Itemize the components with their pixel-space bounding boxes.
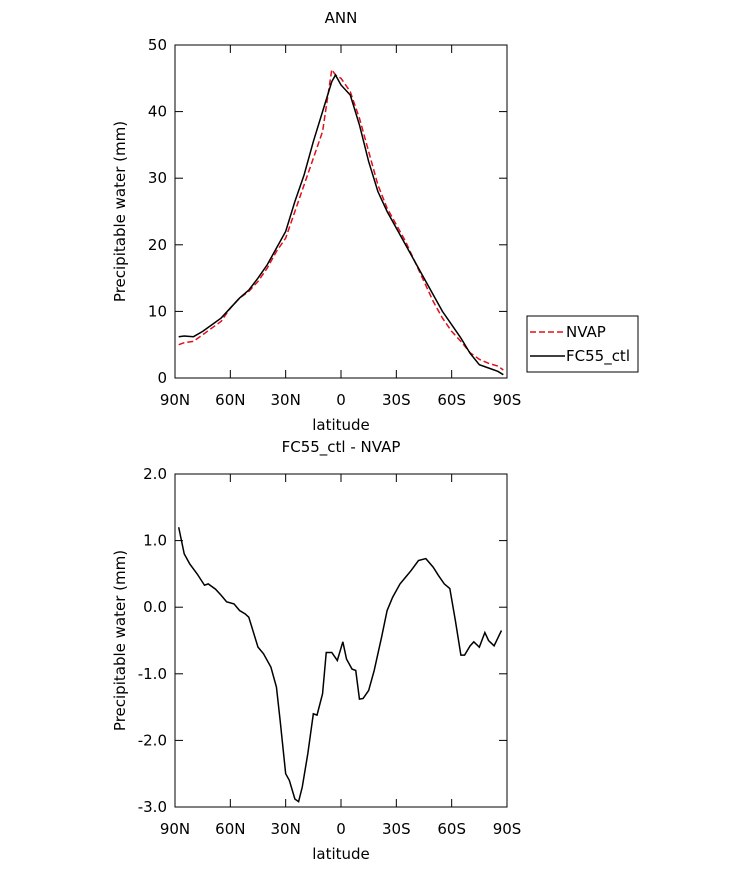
y-tick-label: -3.0 [138,798,167,816]
y-tick-label: -1.0 [138,665,167,683]
x-tick-label: 60S [437,391,466,409]
x-tick-label: 30S [382,820,411,838]
x-tick-label: 30S [382,391,411,409]
x-tick-label: 60N [215,391,245,409]
legend-label: NVAP [566,323,606,341]
x-tick-label: 0 [336,820,346,838]
x-axis-label: latitude [312,845,370,863]
y-tick-label: 0.0 [143,598,167,616]
y-tick-label: -2.0 [138,731,167,749]
y-tick-label: 40 [148,103,167,121]
data-line [178,67,504,371]
y-axis-label: Precipitable water (mm) [111,550,129,731]
x-tick-label: 90N [160,820,190,838]
x-tick-label: 30N [271,391,301,409]
y-tick-label: 2.0 [143,465,167,483]
data-line [177,527,503,803]
chart-title: ANN [325,9,358,27]
x-tick-label: 90S [493,391,522,409]
x-tick-label: 90N [160,391,190,409]
y-tick-label: 50 [148,36,167,54]
x-tick-label: 60N [215,820,245,838]
y-tick-label: 20 [148,236,167,254]
x-tick-label: 0 [336,391,346,409]
legend-label: FC55_ctl [566,347,630,366]
legend-box [526,315,639,373]
plot-frame [174,473,508,808]
x-tick-label: 90S [493,820,522,838]
chart-title: FC55_ctl - NVAP [282,438,401,457]
y-tick-label: 0 [157,369,167,387]
data-line [178,73,504,376]
y-tick-label: 1.0 [143,532,167,550]
y-tick-label: 10 [148,302,167,320]
x-tick-label: 60S [437,820,466,838]
x-tick-label: 30N [271,820,301,838]
plot-frame [174,44,508,379]
y-tick-label: 30 [148,169,167,187]
x-axis-label: latitude [312,416,370,434]
y-axis-label: Precipitable water (mm) [111,121,129,302]
